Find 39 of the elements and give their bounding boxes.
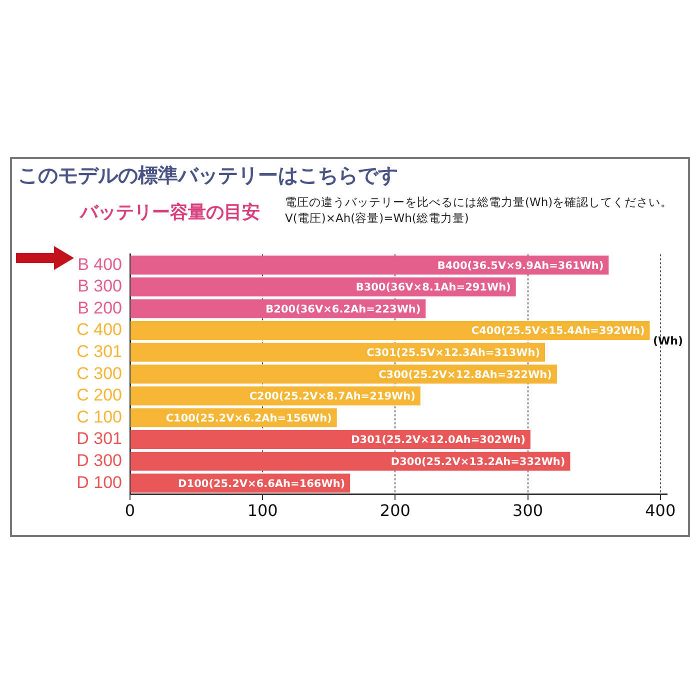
y-tick-label: C 300 — [76, 364, 122, 383]
y-tick-label: D 100 — [76, 472, 122, 492]
y-tick-label: B 400 — [78, 254, 122, 274]
data-label: B400(36.5V×9.9Ah=361Wh) — [437, 260, 604, 272]
data-label: D300(25.2V×13.2Ah=332Wh) — [390, 456, 566, 468]
text: 電圧の違うバッテリーを比べるには総電力量(Wh)を確認してください。 — [285, 194, 673, 210]
data-label: D301(25.2V×12.0Ah=302Wh) — [351, 434, 526, 446]
bar — [130, 321, 650, 340]
y-tick-label: D 300 — [76, 450, 122, 470]
y-tick-label: C 301 — [76, 342, 122, 361]
data-label: C100(25.2V×6.2Ah=156Wh) — [166, 412, 332, 424]
bar — [130, 452, 570, 471]
x-axis-title: (Wh) — [652, 334, 683, 348]
chart-subtitle: バッテリー容量の目安 — [80, 201, 260, 224]
data-label: C400(25.5V×15.4Ah=392Wh) — [471, 325, 645, 338]
y-tick-label: C 200 — [76, 386, 122, 405]
x-tick-label: 0 — [124, 500, 136, 520]
bar — [130, 364, 557, 384]
y-tick-label: D 301 — [76, 429, 122, 448]
y-tick-label: B 200 — [78, 298, 122, 318]
data-label: C300(25.2V×12.8Ah=322Wh) — [378, 368, 552, 381]
x-tick-label: 400 — [645, 500, 676, 520]
y-tick-label: B 300 — [78, 276, 122, 296]
x-tick-label: 200 — [380, 500, 410, 520]
bar — [130, 342, 546, 362]
data-label: B200(36V×6.2Ah=223Wh) — [266, 303, 421, 316]
bar — [130, 256, 609, 275]
x-tick-label: 100 — [247, 500, 278, 520]
data-label: B300(36V×8.1Ah=291Wh) — [356, 282, 511, 294]
bar — [130, 430, 530, 449]
data-label: C200(25.2V×8.7Ah=219Wh) — [249, 390, 416, 403]
chart-title: このモデルの標準バッテリーはこちらです — [18, 162, 398, 189]
x-tick-label: 300 — [512, 500, 544, 520]
data-label: C301(25.5V×12.3Ah=313Wh) — [366, 347, 540, 360]
y-tick-label: C 100 — [76, 407, 122, 426]
text: V(電圧)×Ah(容量)=Wh(総電力量) — [285, 210, 470, 226]
bar — [130, 277, 516, 296]
data-label: D100(25.2V×6.6Ah=166Wh) — [178, 478, 346, 490]
y-tick-label: C 400 — [76, 320, 122, 340]
